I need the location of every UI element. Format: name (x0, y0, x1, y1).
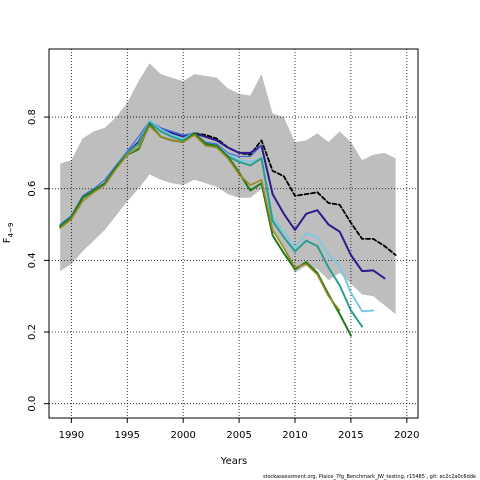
y-tick-label: 0.6 (27, 181, 38, 197)
plot-frame (48, 48, 419, 419)
y-tick-label: 0.2 (27, 324, 38, 340)
x-tick-label: 2020 (394, 430, 419, 441)
y-axis-title-subscript: 4−9 (7, 223, 15, 238)
x-tick-label: 1995 (115, 430, 140, 441)
series-line-2 (59, 120, 263, 226)
x-axis: 1990 1995 2000 2005 2010 2015 2020 (59, 418, 420, 441)
x-tick-label: 2010 (282, 430, 307, 441)
x-axis-title: Years (220, 456, 247, 467)
series-layer (59, 119, 397, 337)
x-tick-label: 2015 (338, 430, 363, 441)
series-line-6 (59, 125, 341, 312)
y-axis-title: F4−9 (2, 223, 15, 244)
confidence-band (60, 63, 396, 315)
x-tick-label: 2000 (170, 430, 195, 441)
x-tick-label: 1990 (59, 430, 84, 441)
y-tick-label: 0.4 (27, 252, 38, 268)
y-axis-title-main: F (2, 237, 13, 243)
y-tick-label: 0.0 (27, 396, 38, 412)
footer-note: stockassessment.org, Plaice_7fg_Benchmar… (263, 474, 476, 480)
confidence-band-layer (60, 63, 396, 315)
y-tick-label: 0.8 (27, 109, 38, 125)
x-tick-label: 2005 (226, 430, 251, 441)
y-axis: 0.0 0.2 0.4 0.6 0.8 (27, 109, 49, 412)
